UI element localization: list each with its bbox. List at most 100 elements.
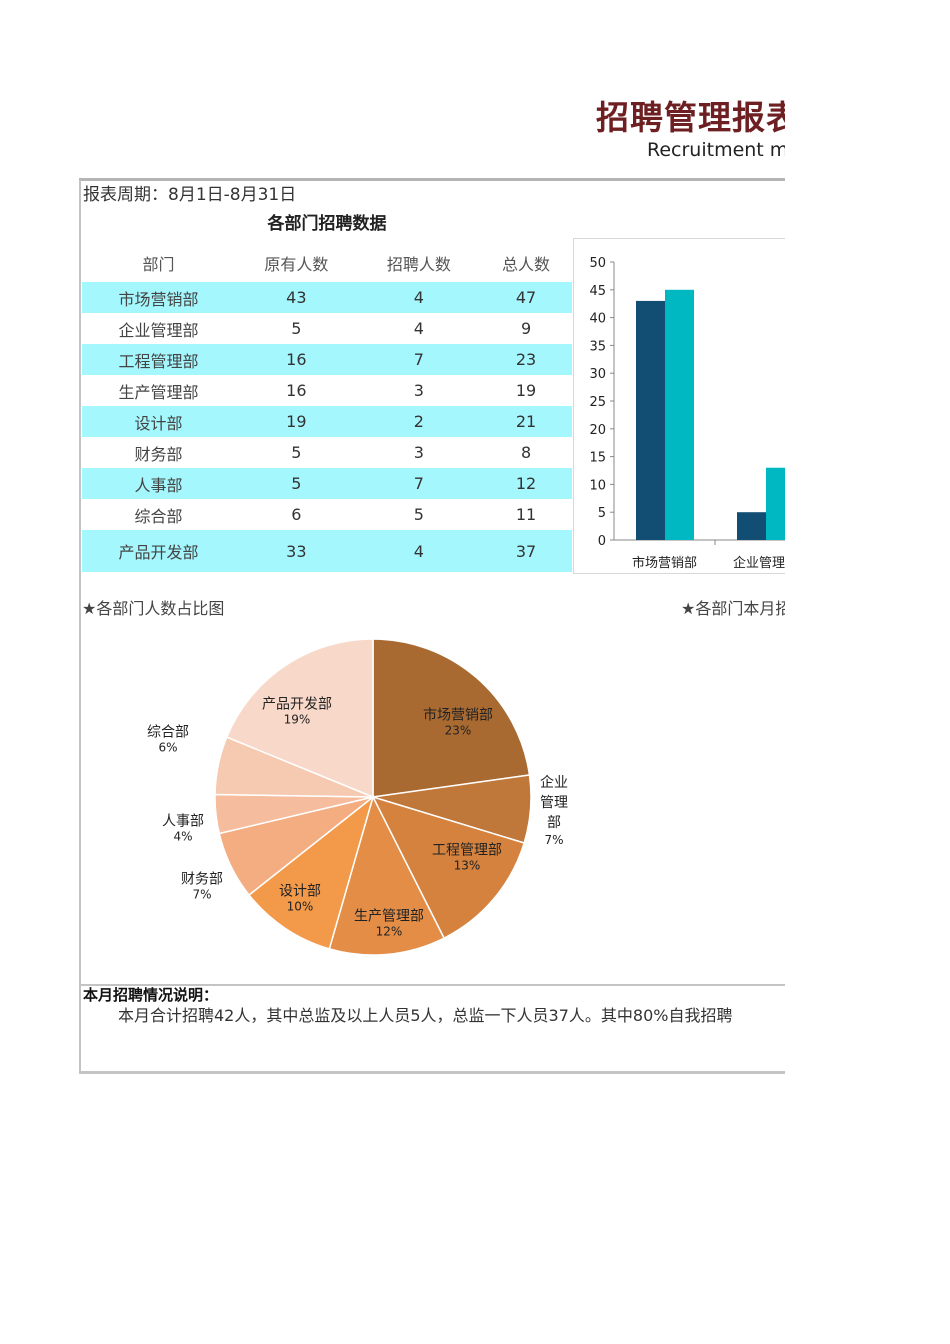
- pie-label-percent: 7%: [192, 887, 212, 902]
- pie-label-percent: 4%: [173, 829, 193, 844]
- value-cell: 11: [515, 505, 537, 524]
- note-title: 本月招聘情况说明：: [83, 986, 219, 1004]
- frame-divider: [79, 984, 785, 986]
- value-cell: 5: [291, 443, 302, 462]
- value-cell: 19: [515, 381, 537, 400]
- table-row: 综合部 6 5 11: [82, 499, 572, 530]
- value-cell: 6: [291, 505, 302, 524]
- bar: [636, 300, 665, 540]
- department-cell: 设计部: [82, 406, 236, 437]
- table-row: 产品开发部 33 4 37: [82, 530, 572, 572]
- x-tick-label: 市场营销部: [632, 555, 697, 571]
- pie-slice: [372, 638, 531, 798]
- value-cell: 5: [413, 505, 424, 524]
- bar: [665, 289, 694, 540]
- department-cell: 财务部: [134, 444, 183, 464]
- department-cell: 产品开发部: [82, 530, 236, 572]
- pie-section-title: ★各部门人数占比图: [82, 599, 225, 618]
- value-cell: 4: [357, 530, 481, 572]
- pie-label: 人事部 4%: [162, 814, 204, 844]
- bar2-section-title: ★各部门本月招聘人数: [681, 599, 785, 618]
- table-row: 工程管理部 16 7 23: [82, 344, 572, 375]
- value-cell: 12: [480, 468, 572, 499]
- value-cell: 2: [357, 406, 481, 437]
- table-row: 设计部 19 2 21: [82, 406, 572, 437]
- table-row: 市场营销部 43 4 47: [82, 282, 572, 313]
- y-tick-label: 0: [598, 534, 606, 549]
- frame-border-bottom: [79, 1071, 785, 1074]
- department-cell: 企业管理部: [118, 320, 199, 340]
- value-cell: 21: [480, 406, 572, 437]
- y-tick-label: 15: [589, 451, 606, 466]
- pie-label-percent: 6%: [158, 740, 178, 755]
- value-cell: 7: [357, 344, 481, 375]
- pie-slice: [247, 794, 375, 950]
- pie-chart: [214, 638, 532, 956]
- value-cell: 5: [291, 319, 302, 338]
- department-cell: 人事部: [82, 468, 236, 499]
- pie-label: 综合部 6%: [147, 724, 189, 755]
- value-cell: 5: [235, 468, 358, 499]
- pie-label-name: 产品开发部: [262, 696, 332, 713]
- value-cell: 16: [235, 344, 358, 375]
- y-tick-label: 45: [589, 284, 606, 299]
- column-header: 招聘人数: [386, 255, 451, 274]
- pie-label: 工程管理部 13%: [432, 842, 502, 873]
- y-tick-label: 30: [589, 367, 606, 382]
- pie-label-percent: 19%: [283, 712, 311, 727]
- pie-label-name: 生产管理部: [354, 908, 424, 925]
- department-cell: 市场营销部: [82, 282, 236, 313]
- table-row: 企业管理部 5 4 9: [82, 313, 572, 344]
- table-row: 生产管理部 16 3 19: [82, 375, 572, 406]
- pie-label-name: 综合部: [147, 724, 189, 741]
- report-subtitle: Recruitment management report: [647, 139, 785, 161]
- pie-label-name: 设计部: [279, 883, 321, 900]
- pie-label-percent: 13%: [453, 858, 481, 873]
- y-tick-label: 20: [589, 423, 606, 438]
- table-title: 各部门招聘数据: [267, 214, 387, 234]
- y-tick-label: 40: [589, 312, 606, 327]
- y-tick-label: 50: [589, 256, 606, 271]
- pie-label-percent: 23%: [444, 723, 472, 738]
- value-cell: 4: [357, 282, 481, 313]
- department-recruitment-table: 部门 原有人数 招聘人数 总人数 市场营销部 43 4 47 企业管理部 5 4 9 工程管理部…: [82, 244, 572, 572]
- value-cell: 4: [413, 319, 424, 338]
- bar-chart: 0 5 10 15 20 25 30 35 40 45 50 市场营销部 企业管理部: [573, 238, 785, 574]
- value-cell: 43: [235, 282, 358, 313]
- y-tick-label: 5: [598, 506, 606, 521]
- y-tick-label: 10: [589, 478, 606, 493]
- department-cell: 生产管理部: [118, 382, 199, 402]
- value-cell: 16: [286, 381, 307, 400]
- pie-label-percent: 7%: [544, 833, 564, 847]
- column-header: 原有人数: [264, 255, 329, 274]
- value-cell: 19: [235, 406, 358, 437]
- frame-border-left: [79, 180, 81, 1074]
- bar: [737, 512, 766, 540]
- print-area: 招聘管理报表 Recruitment management report 报表周…: [79, 98, 785, 1074]
- column-header: 总人数: [502, 255, 551, 274]
- value-cell: 9: [520, 319, 532, 338]
- pie-label: 设计部 10%: [279, 883, 321, 914]
- value-cell: 8: [520, 443, 532, 462]
- report-title: 招聘管理报表: [596, 98, 785, 137]
- column-header: 部门: [142, 255, 175, 274]
- pie-label: 财务部 7%: [181, 871, 223, 902]
- frame-border-top: [79, 178, 785, 181]
- pie-label-name: 企业管理部: [540, 775, 568, 831]
- department-cell: 综合部: [134, 506, 183, 526]
- pie-label: 企业管理部 7%: [536, 773, 572, 847]
- y-tick-label: 35: [589, 339, 606, 354]
- pie-label-name: 工程管理部: [432, 842, 502, 859]
- value-cell: 3: [413, 443, 424, 462]
- pie-label-name: 财务部: [181, 871, 223, 888]
- pie-label: 产品开发部 19%: [262, 696, 332, 727]
- y-tick-label: 25: [589, 395, 606, 410]
- bar-chart-svg: 0 5 10 15 20 25 30 35 40 45 50 市场营销部 企业管理部: [589, 256, 785, 571]
- x-tick-label: 企业管理部: [733, 555, 785, 571]
- table-row: 财务部 5 3 8: [82, 437, 572, 468]
- pie-label-percent: 10%: [286, 899, 314, 914]
- pie-label-percent: 12%: [375, 924, 403, 939]
- pie-label-name: 市场营销部: [423, 707, 493, 724]
- value-cell: 3: [413, 381, 424, 400]
